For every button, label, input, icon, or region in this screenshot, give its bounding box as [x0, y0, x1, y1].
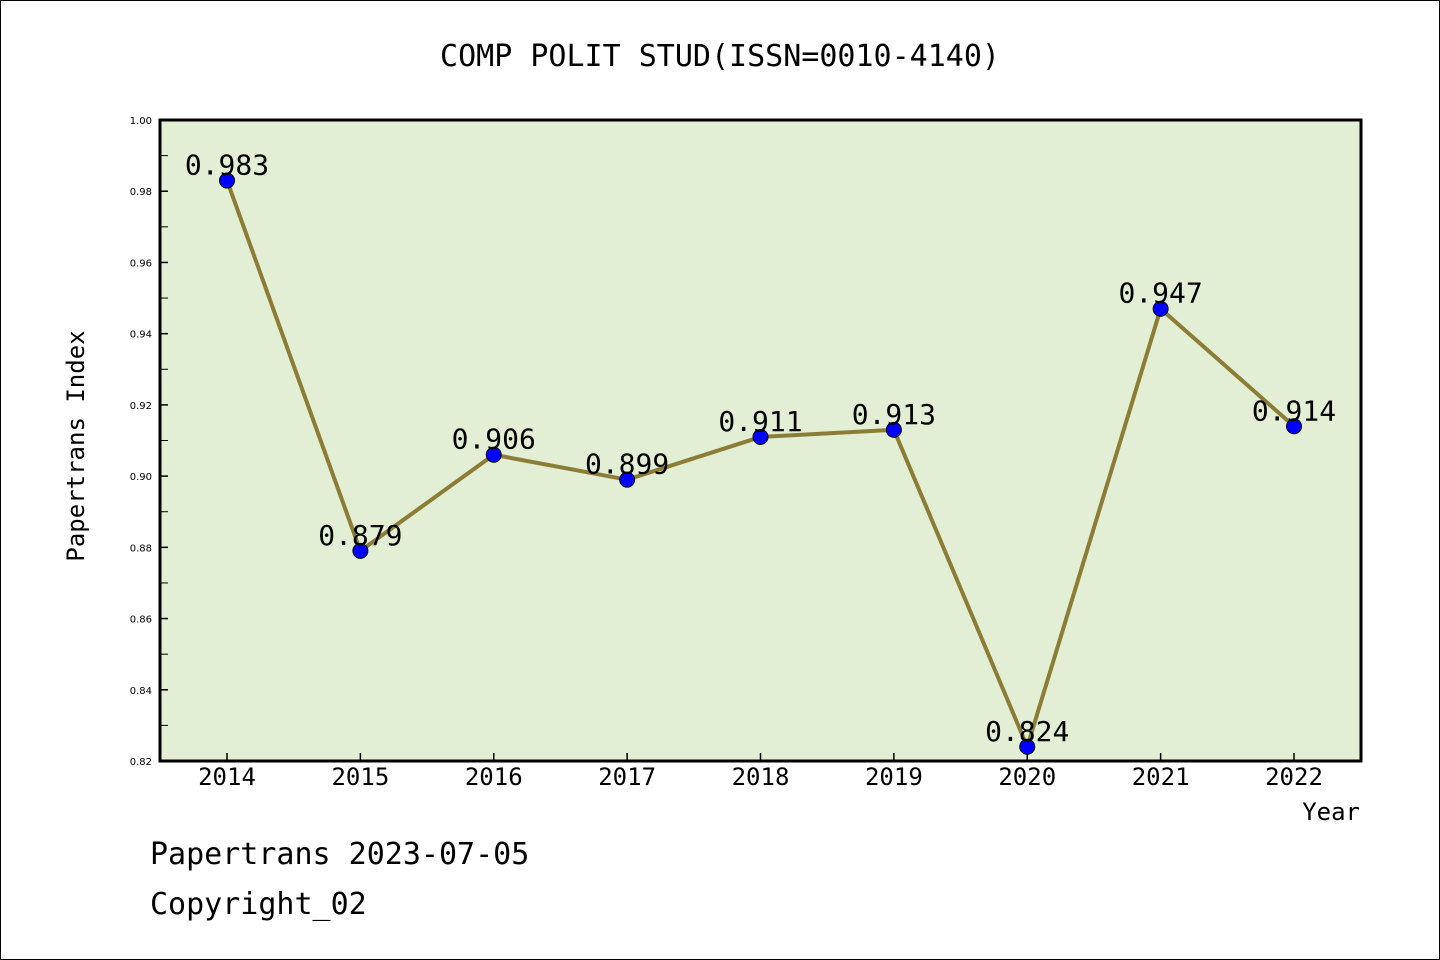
x-tick-label: 2014: [198, 763, 256, 791]
x-tick-label: 2021: [1132, 763, 1190, 791]
data-label-2022: 0.914: [1252, 394, 1336, 427]
x-tick-label: 2019: [865, 763, 923, 791]
data-label-2020: 0.824: [985, 715, 1069, 748]
data-point-2019: [885, 421, 902, 438]
y-axis: 0.82 0.84 0.86 0.88 0.90 0.92 0.94 0.96 0.98 1.00: [130, 116, 168, 768]
x-tick-label: 2018: [732, 763, 790, 791]
data-label-2014: 0.983: [185, 149, 269, 182]
data-label-2017: 0.899: [585, 448, 669, 481]
x-tick-label: 2017: [598, 763, 656, 791]
data-label-2016: 0.906: [452, 423, 536, 456]
y-tick-label: 0.90: [130, 472, 152, 483]
data-point-2022: [1286, 418, 1302, 435]
data-point-2015: [352, 542, 369, 559]
y-axis-title: Papertrans Index: [62, 330, 90, 561]
x-tick-label: 2020: [998, 763, 1056, 791]
data-label-2021: 0.947: [1118, 277, 1202, 310]
x-tick-label: 2015: [331, 763, 389, 791]
x-tick-label: 2016: [465, 763, 523, 791]
data-label-2018: 0.911: [718, 405, 802, 438]
data-label-2015: 0.879: [318, 519, 402, 552]
y-tick-label: 0.84: [130, 686, 152, 697]
x-tick-label: 2022: [1265, 763, 1323, 791]
y-tick-label: 0.98: [130, 187, 152, 198]
y-tick-label: 0.82: [130, 757, 152, 768]
y-tick-label: 0.86: [130, 615, 152, 626]
data-point-2018: [752, 428, 769, 445]
data-point-2021: [1152, 300, 1169, 317]
data-labels: 0.983 0.879 0.906 0.899 0.911 0.913 0.824 0.947…: [185, 149, 1336, 748]
footer-copyright: Copyright_02: [150, 887, 367, 922]
y-tick-label: 0.88: [130, 543, 152, 554]
data-markers: [219, 172, 1302, 755]
data-point-2014: [219, 172, 235, 189]
chart-title: COMP POLIT STUD(ISSN=0010-4140): [440, 39, 1000, 74]
x-axis-title: Year: [1302, 798, 1360, 826]
data-point-2020: [1019, 738, 1036, 755]
y-tick-label: 1.00: [130, 116, 152, 127]
data-label-2019: 0.913: [852, 398, 936, 431]
y-tick-label: 0.96: [130, 258, 152, 269]
data-point-2017: [619, 471, 636, 488]
y-tick-label: 0.92: [130, 401, 152, 412]
x-axis: 2014 2015 2016 2017 2018 2019 2020 2021 2022: [198, 753, 1323, 791]
data-point-2016: [485, 446, 502, 463]
footer-date: Papertrans 2023-07-05: [150, 837, 529, 872]
y-tick-label: 0.94: [130, 330, 152, 341]
